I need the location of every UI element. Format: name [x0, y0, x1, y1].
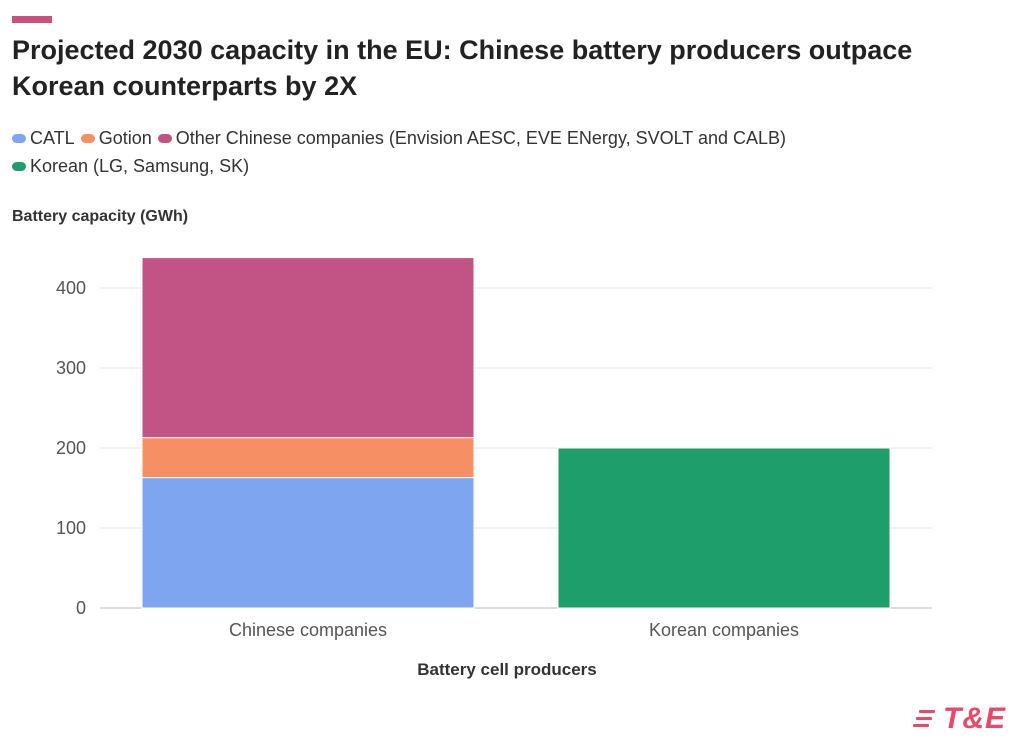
legend-item-catl: CATL [12, 124, 75, 152]
bar-0-series-1 [141, 437, 475, 479]
legend-item-other-chinese: Other Chinese companies (Envision AESC, … [157, 124, 787, 152]
y-tick-label-100: 100 [56, 518, 86, 538]
y-axis-label: Battery capacity (GWh) [12, 208, 189, 225]
te-logo-text: T&E [943, 702, 1006, 735]
legend-swatch-gotion [80, 133, 95, 143]
title-accent-bar [12, 16, 52, 23]
y-tick-label-300: 300 [56, 358, 86, 378]
legend-item-korean: Korean (LG, Samsung, SK) [12, 152, 249, 180]
legend-label-korean: Korean (LG, Samsung, SK) [30, 156, 250, 176]
y-tick-label-0: 0 [76, 598, 86, 618]
legend-item-gotion: Gotion [80, 124, 152, 152]
x-tick-label-1: Korean companies [649, 620, 799, 640]
legend-row-1: CATL Gotion Other Chinese companies (Env… [12, 124, 792, 152]
y-tick-label-400: 400 [56, 278, 86, 298]
te-logo-icon [913, 710, 935, 727]
bar-0-series-0 [141, 477, 475, 609]
chart-legend: CATL Gotion Other Chinese companies (Env… [12, 124, 792, 180]
legend-label-other-chinese: Other Chinese companies (Envision AESC, … [175, 128, 787, 148]
te-logo: T&E [913, 702, 1006, 736]
y-tick-label-200: 200 [56, 438, 86, 458]
legend-label-gotion: Gotion [98, 128, 152, 148]
bar-0-series-2 [141, 257, 475, 439]
x-tick-label-0: Chinese companies [229, 620, 387, 640]
legend-swatch-korean [12, 161, 26, 171]
legend-swatch-catl [12, 133, 26, 143]
legend-row-2: Korean (LG, Samsung, SK) [12, 152, 792, 180]
bar-1-series-3 [557, 447, 891, 609]
legend-swatch-other-chinese [157, 133, 172, 143]
legend-label-catl: CATL [30, 128, 75, 148]
chart-title: Projected 2030 capacity in the EU: Chine… [12, 35, 913, 101]
x-axis-label: Battery cell producers [417, 660, 597, 679]
stacked-bar-chart: 0 100 200 300 400 Chinese companies Korean com… [56, 257, 932, 640]
